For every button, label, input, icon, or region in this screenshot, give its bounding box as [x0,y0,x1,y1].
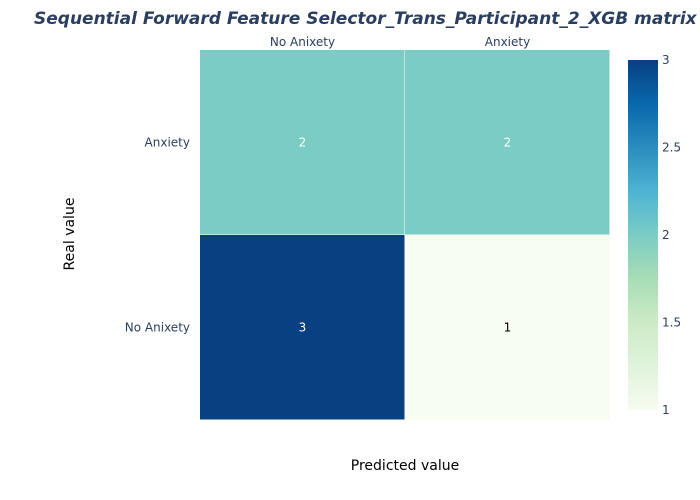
y-tick-label: Anxiety [145,136,190,150]
x-axis-title: Predicted value [351,458,459,474]
x-tick-label: No Anixety [270,35,335,49]
heatmap-cell [200,235,405,420]
heatmap-cell [200,50,405,235]
colorbar-tick-label: 2 [662,228,670,242]
y-axis-title: Real value [62,198,78,271]
cell-value-label: 3 [299,321,307,335]
cell-value-label: 1 [504,321,512,335]
colorbar-tick-label: 1 [662,403,670,417]
cell-value-label: 2 [504,136,512,150]
chart-title: Sequential Forward Feature Selector_Tran… [34,9,698,29]
cell-value-label: 2 [299,136,307,150]
colorbar-tick-label: 1.5 [662,316,681,330]
colorbar-tick-label: 2.5 [662,141,681,155]
x-tick-label: Anxiety [485,35,530,49]
heatmap-cell [405,235,610,420]
y-axis-ticks: Anxiety No Anixety [125,136,190,335]
heatmap-cell [405,50,610,235]
colorbar-tick-label: 3 [662,53,670,67]
colorbar [628,60,658,410]
colorbar-ticks: 1 1.5 2 2.5 3 [662,53,681,417]
x-axis-ticks: No Anixety Anxiety [270,35,530,49]
heatmap-cells: 2 2 3 1 [200,50,610,420]
y-tick-label: No Anixety [125,321,190,335]
